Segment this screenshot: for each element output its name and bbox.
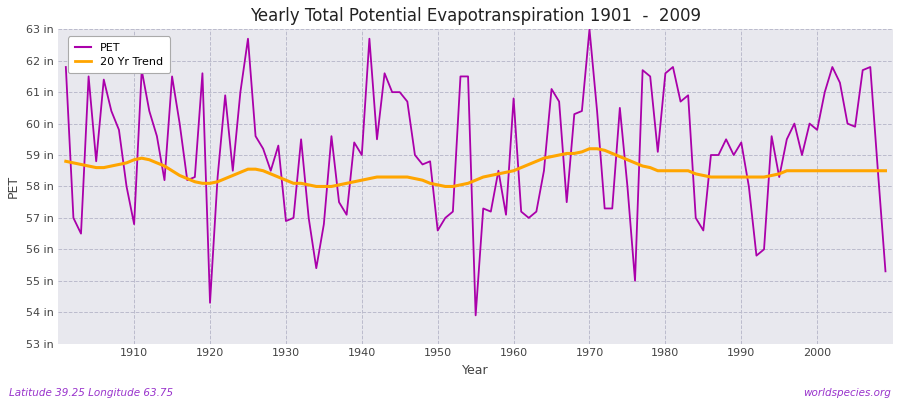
X-axis label: Year: Year <box>463 364 489 377</box>
Y-axis label: PET: PET <box>7 175 20 198</box>
Text: worldspecies.org: worldspecies.org <box>803 388 891 398</box>
Text: Latitude 39.25 Longitude 63.75: Latitude 39.25 Longitude 63.75 <box>9 388 173 398</box>
Legend: PET, 20 Yr Trend: PET, 20 Yr Trend <box>68 36 170 73</box>
Title: Yearly Total Potential Evapotranspiration 1901  -  2009: Yearly Total Potential Evapotranspiratio… <box>250 7 701 25</box>
